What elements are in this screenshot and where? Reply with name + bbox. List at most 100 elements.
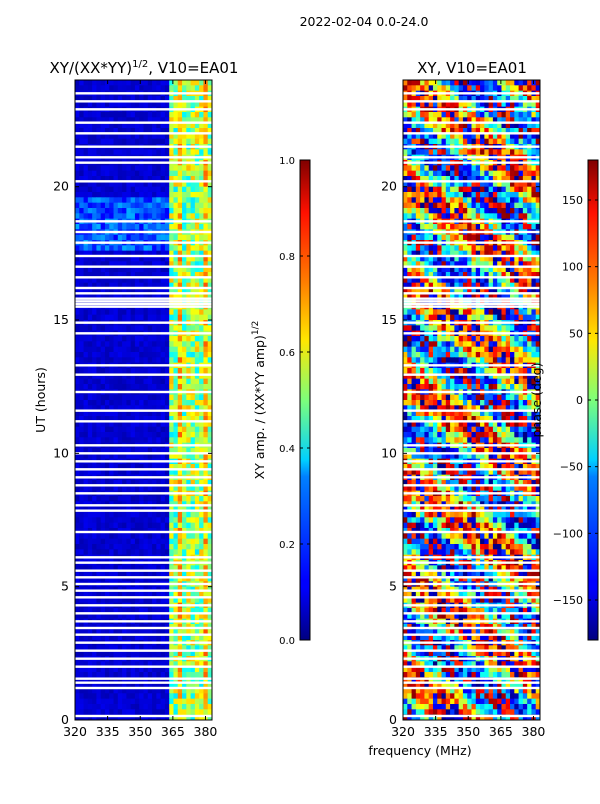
heatmap-cell (114, 347, 119, 353)
heatmap-cell (135, 85, 140, 91)
heatmap-cell (101, 187, 106, 193)
heatmap-cell (105, 549, 110, 555)
heatmap-cell (173, 544, 178, 550)
heatmap-cell (467, 139, 472, 145)
flagged-row (75, 373, 212, 375)
heatmap-cell (472, 197, 477, 203)
heatmap-cell (118, 352, 123, 358)
heatmap-cell (433, 197, 438, 203)
heatmap-cell (186, 315, 191, 321)
heatmap-cell (152, 496, 157, 502)
heatmap-cell (416, 187, 421, 193)
flagged-row (75, 583, 212, 585)
heatmap-cell (182, 693, 187, 699)
heatmap-cell (105, 112, 110, 118)
heatmap-cell (122, 187, 127, 193)
heatmap-cell (195, 709, 200, 715)
heatmap-cell (152, 539, 157, 545)
heatmap-cell (446, 80, 451, 86)
heatmap-cell (122, 517, 127, 523)
heatmap-cell (165, 224, 170, 230)
heatmap-cell (148, 325, 153, 331)
heatmap-cell (92, 384, 97, 390)
heatmap-cell (148, 80, 153, 86)
heatmap-cell (191, 427, 196, 433)
heatmap-cell (203, 315, 208, 321)
heatmap-cell (75, 379, 80, 385)
heatmap-cell (75, 704, 80, 710)
heatmap-cell (182, 213, 187, 219)
heatmap-cell (531, 203, 536, 209)
heatmap-cell (135, 139, 140, 145)
heatmap-cell (182, 187, 187, 193)
heatmap-cell (203, 208, 208, 214)
heatmap-cell (114, 368, 119, 374)
heatmap-cell (135, 357, 140, 363)
heatmap-cell (169, 171, 174, 177)
heatmap-cell (144, 235, 149, 241)
heatmap-cell (105, 85, 110, 91)
heatmap-cell (114, 400, 119, 406)
heatmap-cell (92, 517, 97, 523)
heatmap-cell (96, 437, 101, 443)
heatmap-cell (497, 245, 502, 251)
heatmap-cell (105, 384, 110, 390)
heatmap-cell (531, 213, 536, 219)
heatmap-cell (195, 379, 200, 385)
heatmap-cell (156, 709, 161, 715)
heatmap-cell (96, 213, 101, 219)
heatmap-cell (109, 245, 114, 251)
heatmap-cell (79, 496, 84, 502)
heatmap-cell (178, 368, 183, 374)
heatmap-cell (118, 693, 123, 699)
heatmap-cell (144, 85, 149, 91)
heatmap-cell (178, 336, 183, 342)
heatmap-cell (144, 208, 149, 214)
heatmap-cell (463, 208, 468, 214)
heatmap-cell (178, 384, 183, 390)
flagged-row (75, 220, 212, 222)
heatmap-cell (122, 533, 127, 539)
heatmap-cell (203, 187, 208, 193)
heatmap-cell (139, 347, 144, 353)
heatmap-cell (75, 171, 80, 177)
heatmap-cell (489, 213, 494, 219)
heatmap-cell (514, 197, 519, 203)
heatmap-cell (79, 325, 84, 331)
heatmap-cell (480, 203, 485, 209)
heatmap-cell (191, 432, 196, 438)
heatmap-cell (161, 427, 166, 433)
heatmap-cell (510, 85, 515, 91)
heatmap-cell (527, 149, 532, 155)
heatmap-cell (169, 512, 174, 518)
heatmap-cell (156, 341, 161, 347)
heatmap-cell (152, 533, 157, 539)
heatmap-cell (178, 523, 183, 529)
flagged-row (75, 180, 212, 182)
heatmap-cell (476, 245, 481, 251)
heatmap-cell (118, 315, 123, 321)
heatmap-cell (472, 213, 477, 219)
heatmap-cell (182, 523, 187, 529)
heatmap-cell (118, 235, 123, 241)
heatmap-cell (519, 197, 524, 203)
heatmap-cell (446, 197, 451, 203)
heatmap-cell (497, 85, 502, 91)
heatmap-cell (114, 165, 119, 171)
heatmap-cell (523, 245, 528, 251)
heatmap-cell (186, 523, 191, 529)
heatmap-cell (493, 213, 498, 219)
heatmap-cell (514, 171, 519, 177)
heatmap-cell (178, 139, 183, 145)
heatmap-cell (79, 704, 84, 710)
heatmap-cell (109, 533, 114, 539)
heatmap-cell (178, 709, 183, 715)
heatmap-cell (144, 336, 149, 342)
heatmap-cell (79, 208, 84, 214)
flagged-row (75, 292, 212, 294)
heatmap-cell (169, 224, 174, 230)
heatmap-cell (92, 197, 97, 203)
heatmap-cell (152, 171, 157, 177)
heatmap-cell (454, 171, 459, 177)
heatmap-cell (178, 672, 183, 678)
